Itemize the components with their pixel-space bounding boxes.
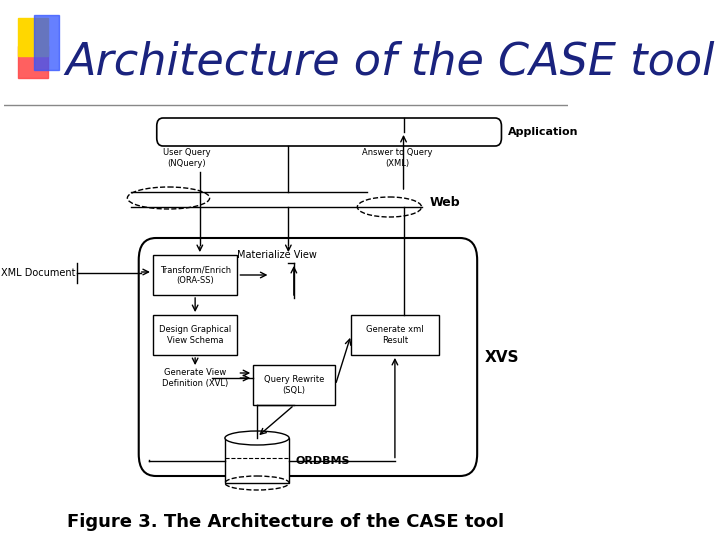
Text: XVS: XVS (485, 349, 520, 364)
FancyBboxPatch shape (139, 238, 477, 476)
Bar (253, 365, 336, 405)
Bar (351, 315, 438, 355)
Text: ORDBMS: ORDBMS (295, 456, 350, 465)
Text: XML Document: XML Document (1, 268, 76, 278)
Bar (18, 46, 48, 78)
Ellipse shape (225, 431, 289, 445)
Text: Generate View
Definition (XVL): Generate View Definition (XVL) (162, 368, 228, 388)
Ellipse shape (357, 197, 421, 217)
Text: Figure 3. The Architecture of the CASE tool: Figure 3. The Architecture of the CASE t… (68, 513, 505, 531)
Text: Design Graphical
View Schema: Design Graphical View Schema (159, 325, 231, 345)
Text: Transform/Enrich
(ORA-SS): Transform/Enrich (ORA-SS) (160, 265, 230, 285)
Text: Application: Application (508, 127, 578, 137)
Text: Architecture of the CASE tool: Architecture of the CASE tool (65, 40, 714, 84)
Text: Web: Web (429, 197, 460, 210)
Text: Answer to Query
(XML): Answer to Query (XML) (362, 148, 433, 168)
Text: Query Rewrite
(SQL): Query Rewrite (SQL) (264, 375, 325, 395)
Bar (153, 315, 238, 355)
Bar (34, 15, 59, 70)
Ellipse shape (127, 187, 210, 209)
Text: Materialize View: Materialize View (237, 250, 317, 260)
Bar (153, 255, 238, 295)
Text: User Query
(NQuery): User Query (NQuery) (163, 148, 210, 168)
FancyBboxPatch shape (157, 118, 501, 146)
Bar (225, 438, 289, 483)
Bar (18, 18, 48, 56)
Text: Generate xml
Result: Generate xml Result (366, 325, 424, 345)
